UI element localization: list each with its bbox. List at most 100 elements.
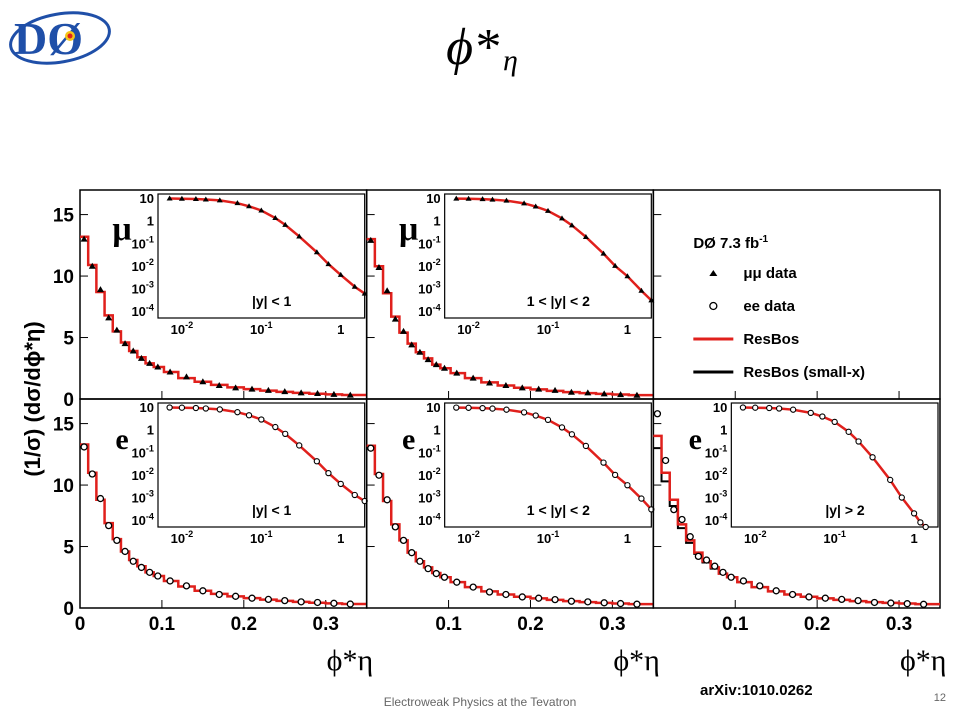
inset-data-point	[453, 195, 460, 201]
channel-label: e	[115, 423, 128, 456]
inset-data-point	[234, 200, 241, 206]
data-point-triangle	[469, 374, 477, 381]
data-point-circle	[453, 578, 461, 586]
resbos-curve	[80, 235, 367, 397]
inset-y-tick-label: 10-3	[418, 280, 441, 297]
data-point-triangle	[551, 386, 559, 393]
inset-data-point	[258, 416, 265, 423]
inset-data-point	[568, 222, 575, 228]
data-point-triangle	[367, 236, 375, 243]
data-point-triangle	[137, 354, 145, 361]
panel-6: e |y| > 2 10 1 10-1 10-2 10-3 10-4 10-2 10-1 1	[652, 398, 941, 609]
data-point-triangle	[375, 263, 383, 270]
inset-data-point	[910, 510, 918, 517]
inset-y-tick-label: 10-4	[418, 302, 441, 319]
data-point-triangle	[88, 262, 96, 269]
channel-label: e	[689, 423, 702, 456]
inset-x-tick-label: 10-2	[457, 529, 480, 546]
inset-data-point	[258, 207, 265, 213]
inset-data-point	[819, 413, 826, 420]
data-point-circle	[788, 590, 797, 599]
legend-label: ee data	[743, 298, 795, 315]
inset-data-point	[624, 273, 631, 279]
slide-title: ϕ* η	[0, 18, 960, 77]
inset-data-point	[202, 405, 209, 412]
data-point-circle	[661, 456, 670, 465]
x-tick-label: 0.2	[231, 614, 257, 635]
data-point-circle	[686, 533, 694, 541]
data-point-triangle	[330, 390, 338, 397]
x-tick-label: 0.3	[886, 614, 912, 635]
inset-data-point	[192, 404, 200, 412]
inset-data-point	[739, 404, 747, 411]
inset-data-point	[282, 430, 289, 438]
inset-resbos-curve	[742, 406, 927, 528]
inset-data-point	[611, 471, 619, 479]
inset-data-point	[216, 406, 223, 413]
data-point-circle	[121, 547, 129, 556]
inset-data-point	[544, 416, 552, 424]
legend-title: DØ 7.3 fb-1	[693, 234, 768, 252]
d0-logo: DØ	[8, 6, 116, 68]
inset-y-tick-label: 10	[713, 400, 727, 415]
data-point-circle	[772, 587, 780, 595]
data-point-circle	[375, 471, 383, 479]
data-point-triangle	[215, 381, 223, 388]
inset-x-tick-label: 10-1	[537, 320, 560, 337]
inset-data-point	[917, 519, 924, 526]
inset-frame	[444, 402, 652, 528]
data-point-triangle	[154, 363, 162, 370]
inset-data-point	[503, 197, 510, 203]
data-point-triangle	[400, 327, 408, 334]
inset-data-point	[325, 261, 332, 267]
inset-data-point	[558, 424, 566, 431]
inset-data-point	[582, 233, 589, 239]
phistar-figure: (1/σ) (dσ/dϕ*η) μ |y| < 1 10 1 10-1 10-2 10-3 10…	[0, 180, 960, 680]
x-tick-label: 0.3	[313, 614, 339, 635]
channel-label: μ	[399, 211, 418, 248]
legend: DØ 7.3 fb-1 μμ data ee data ResBos ResBos (s…	[693, 234, 865, 381]
inset-y-tick-label: 10-4	[131, 302, 154, 319]
inset-x-tick-label: 1	[624, 322, 631, 337]
data-point-triangle	[129, 347, 137, 354]
data-point-triangle	[146, 359, 154, 366]
data-point-circle	[145, 568, 154, 576]
inset-data-point	[922, 523, 929, 531]
channel-label: e	[402, 423, 415, 456]
inset-y-tick-label: 10-3	[131, 489, 154, 506]
inset-x-tick-label: 1	[910, 531, 917, 546]
inset-data-point	[521, 200, 528, 206]
inset-y-tick-label: 10-4	[418, 511, 441, 528]
inset-x-tick-label: 10-2	[457, 320, 480, 337]
data-point-triangle	[281, 388, 289, 395]
data-point-triangle	[121, 340, 129, 347]
data-point-circle	[391, 523, 399, 531]
data-point-circle	[502, 590, 510, 599]
inset-data-point	[351, 491, 358, 499]
data-point-circle	[711, 562, 719, 570]
inset-x-tick-label: 1	[624, 531, 631, 546]
x-tick-label: 0.2	[517, 614, 543, 635]
x-tick-label: 0.1	[435, 614, 462, 635]
inset-y-tick-label: 10-2	[418, 257, 441, 274]
data-point-circle	[600, 599, 608, 607]
panel-frame	[652, 398, 941, 609]
y-tick-label: 15	[53, 415, 75, 436]
inset-y-tick-label: 1	[720, 423, 727, 438]
data-point-circle	[199, 587, 207, 595]
data-point-triangle	[182, 373, 190, 380]
inset-y-tick-label: 1	[147, 214, 154, 229]
data-point-triangle	[416, 348, 424, 355]
inset-data-point	[532, 412, 539, 419]
inset-resbos-curve	[456, 197, 653, 302]
inset-y-tick-label: 10	[140, 191, 154, 206]
inset-data-point	[489, 196, 496, 202]
inset-data-point	[325, 469, 332, 477]
inset-data-point	[234, 409, 241, 416]
title-subscript: η	[503, 44, 518, 77]
data-point-circle	[166, 577, 174, 585]
inset-data-point	[282, 221, 289, 227]
legend-triangle-marker	[709, 270, 718, 276]
inset-data-point	[869, 454, 876, 461]
data-point-circle	[567, 597, 576, 605]
